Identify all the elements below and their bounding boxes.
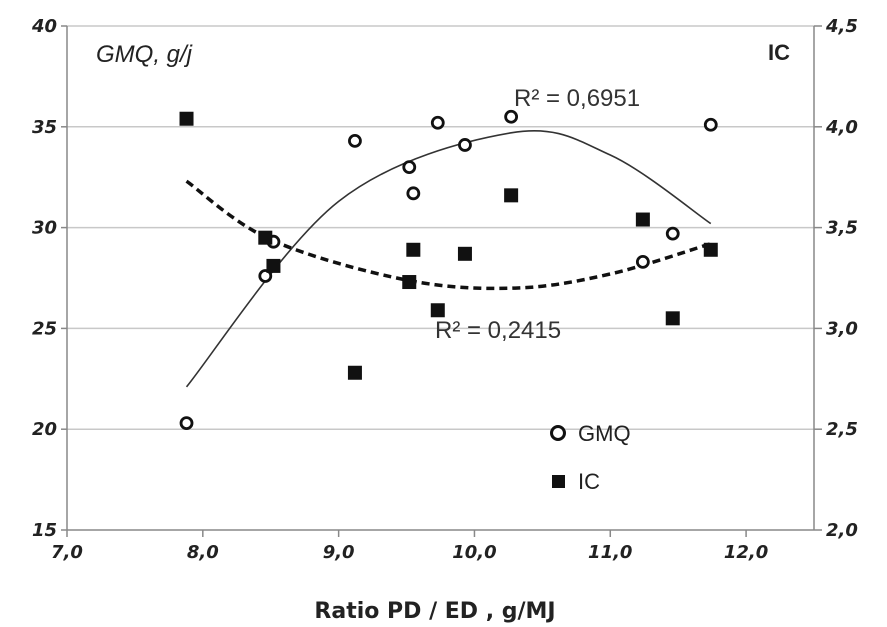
y-left-tick-label: 30: [32, 218, 57, 239]
gmq-point: [402, 160, 417, 175]
r2-label-ic: R² = 0,2415: [435, 317, 561, 344]
ic-point: [665, 311, 680, 326]
y-left-tick-label: 25: [32, 318, 57, 339]
ic-point: [406, 242, 421, 257]
gmq-point: [348, 134, 362, 148]
ic-point: [266, 258, 281, 273]
gmq-point: [504, 109, 519, 124]
y-right-tick-label: 2,5: [826, 419, 858, 440]
ic-point: [430, 303, 445, 318]
ic-point: [179, 111, 194, 126]
x-axis-label: Ratio PD / ED , g/MJ: [314, 599, 555, 624]
y-right-tick-labels: 2,0 2,5 3,0 3,5 4,0 4,5: [814, 16, 858, 541]
y-left-tick-label: 35: [32, 117, 57, 138]
x-tick-label: 11,0: [588, 542, 632, 563]
ic-point: [347, 365, 362, 380]
legend-ic-label: IC: [578, 469, 600, 494]
ic-point: [635, 212, 650, 227]
axes: [61, 25, 815, 531]
y-left-tick-labels: 15 20 25 30 35 40: [31, 16, 57, 541]
x-tick-labels: 7,0 8,0 9,0 10,0 11,0 12,0: [51, 530, 768, 563]
x-tick-label: 9,0: [323, 542, 355, 563]
trendline-ic-path: [185, 179, 712, 291]
gmq-point: [665, 226, 680, 241]
series-gmq-points: [179, 109, 718, 431]
gmq-point: [430, 115, 445, 130]
gmq-point: [458, 138, 472, 152]
legend-gmq-marker: [550, 425, 566, 441]
r2-label-gmq: R² = 0,6951: [514, 85, 640, 112]
x-tick-label: 12,0: [724, 542, 768, 563]
ic-point: [258, 230, 273, 245]
y-right-tick-label: 3,0: [826, 318, 858, 339]
x-tick-label: 10,0: [452, 542, 496, 563]
gmq-point: [179, 416, 194, 431]
ic-point: [504, 188, 519, 203]
y-left-axis-label: GMQ, g/j: [96, 41, 193, 68]
y-right-tick-label: 3,5: [826, 218, 858, 239]
legend-gmq-label: GMQ: [578, 421, 631, 446]
gmq-point: [703, 117, 718, 132]
y-right-tick-label: 2,0: [826, 520, 858, 541]
trendline-ic: [185, 179, 712, 291]
y-right-axis-label: IC: [768, 40, 790, 65]
trendline-gmq: [185, 129, 712, 388]
gmq-point: [258, 269, 273, 283]
ic-point: [457, 246, 472, 261]
gmq-point: [635, 254, 650, 269]
gridlines: [67, 25, 814, 430]
y-left-tick-label: 20: [32, 419, 57, 440]
ic-point: [402, 275, 417, 290]
legend-ic-marker: [552, 475, 565, 488]
x-tick-label: 7,0: [51, 542, 83, 563]
y-right-tick-label: 4,5: [825, 16, 858, 37]
gmq-point: [406, 186, 421, 201]
x-tick-label: 8,0: [187, 542, 219, 563]
y-left-tick-label: 40: [31, 16, 57, 37]
y-right-tick-label: 4,0: [825, 117, 858, 138]
trendline-gmq-path: [185, 129, 712, 388]
y-left-tick-label: 15: [32, 520, 57, 541]
series-ic-points: [179, 111, 718, 380]
legend: GMQ IC: [550, 421, 631, 494]
ic-point: [703, 242, 718, 257]
